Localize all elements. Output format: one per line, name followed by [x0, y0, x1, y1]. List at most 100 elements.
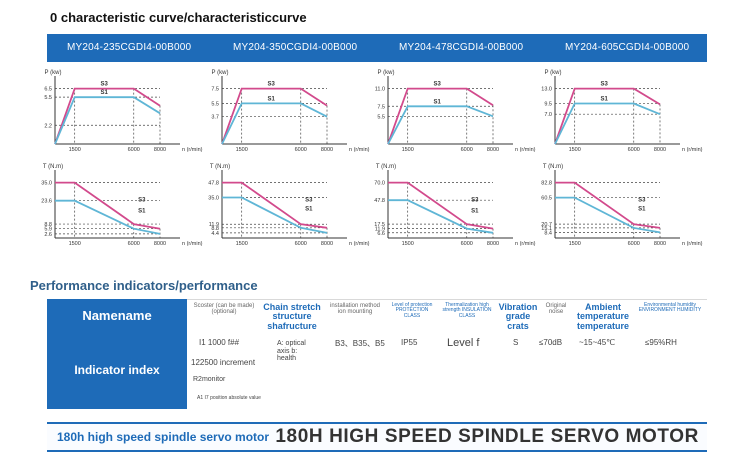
x-tick-label: 8000 — [487, 241, 499, 247]
x-tick-label: 1500 — [236, 147, 248, 153]
series-line-s3 — [54, 87, 161, 145]
x-axis-label: n (r/min) — [682, 241, 703, 247]
x-tick-label: 6000 — [128, 147, 140, 153]
y-tick-label: 9.5 — [544, 102, 552, 108]
x-tick-label: 6000 — [295, 241, 307, 247]
indicator-value: R2monitor — [193, 376, 226, 383]
series-label: S1 — [434, 99, 442, 105]
y-tick-label: 7.5 — [377, 104, 385, 110]
series-line-s1 — [55, 199, 161, 235]
col-header: Vibration grade crats — [498, 302, 538, 331]
y-tick-label: 5.5 — [44, 95, 52, 101]
series-line-s3 — [387, 87, 494, 145]
series-label: S1 — [638, 207, 646, 213]
x-axis-label: n (r/min) — [182, 147, 203, 153]
series-label: S1 — [601, 97, 609, 103]
y-axis-label: P (kw) — [212, 70, 229, 76]
performance-section-title: Performance indicators/performance — [30, 278, 258, 293]
series-label: S3 — [601, 82, 609, 88]
indicator-value: IP55 — [401, 338, 418, 347]
y-axis-label: T (N.m) — [43, 164, 63, 170]
x-axis-label: n (r/min) — [515, 147, 536, 153]
indicator-row-header: Indicator index — [47, 331, 187, 409]
series-line-s1 — [388, 199, 494, 234]
y-tick-label: 8.8 — [44, 222, 52, 228]
y-axis-label: P (kw) — [378, 70, 395, 76]
y-tick-label: 3.7 — [211, 115, 219, 121]
x-tick-label: 8000 — [154, 241, 166, 247]
y-tick-label: 35.0 — [41, 181, 52, 187]
x-tick-label: 8000 — [321, 241, 333, 247]
y-tick-label: 17.5 — [374, 222, 385, 228]
y-tick-label: 70.0 — [374, 181, 385, 187]
y-tick-label: 8.8 — [211, 226, 219, 232]
footer-banner: 180h high speed spindle servo motor 180H… — [47, 422, 707, 452]
model-label: MY204-350CGDI4-00B000 — [233, 42, 358, 53]
series-label: S3 — [434, 82, 442, 88]
series-line-s3 — [554, 87, 661, 145]
model-label: MY204-235CGDI4-00B000 — [67, 42, 192, 53]
x-tick-label: 6000 — [628, 147, 640, 153]
x-axis-label: n (r/min) — [682, 147, 703, 153]
x-tick-label: 8000 — [487, 147, 499, 153]
characteristic-charts: P (kw) n (r/min) 1500 6000 8000 6.5 5.5 2.2 S3 S1… — [41, 70, 703, 247]
series-line-s1 — [555, 196, 661, 234]
y-tick-label: 11.0 — [375, 87, 385, 93]
curve-section-title: 0 characteristic curve/characteristiccur… — [50, 10, 307, 25]
series-line-s3 — [555, 181, 661, 229]
x-tick-label: 6000 — [461, 147, 473, 153]
series-line-s1 — [554, 102, 661, 145]
x-axis-label: n (r/min) — [349, 147, 370, 153]
y-tick-label: 5.5 — [211, 101, 219, 107]
y-tick-label: 35.0 — [208, 195, 219, 201]
y-tick-label: 20.7 — [541, 222, 552, 228]
series-line-s3 — [388, 181, 494, 230]
y-tick-label: 4.4 — [211, 231, 219, 237]
x-tick-label: 8000 — [654, 241, 666, 247]
series-line-s3 — [222, 181, 328, 229]
x-tick-label: 1500 — [402, 241, 414, 247]
x-tick-label: 8000 — [321, 147, 333, 153]
series-label: S1 — [101, 90, 109, 96]
x-tick-label: 6000 — [295, 147, 307, 153]
x-tick-label: 1500 — [569, 147, 581, 153]
y-tick-label: 7.0 — [544, 112, 552, 118]
y-axis-label: P (kw) — [545, 70, 562, 76]
x-tick-label: 6000 — [128, 241, 140, 247]
indicator-table: Scoster (can be made) (optional) Chain s… — [187, 299, 707, 409]
footer-product-headline: 180H HIGH SPEED SPINDLE SERVO MOTOR — [275, 426, 699, 447]
col-header: Level of protection PROTECTION CLASS — [391, 302, 433, 319]
y-tick-label: 5.9 — [44, 227, 52, 233]
indicator-value: A: optical axis b: health — [277, 340, 306, 363]
series-label: S1 — [471, 208, 479, 214]
series-line-s1 — [221, 102, 328, 145]
y-axis-label: T (N.m) — [210, 164, 230, 170]
y-tick-label: 47.8 — [374, 198, 385, 204]
y-tick-label: 2.2 — [44, 123, 52, 129]
y-tick-label: 2.6 — [44, 232, 52, 238]
series-line-s1 — [387, 105, 494, 145]
series-label: S3 — [138, 197, 146, 203]
col-header: Scoster (can be made) (optional) — [193, 303, 255, 316]
col-header: installation method ion mounting — [329, 303, 381, 316]
y-tick-label: 11.9 — [375, 227, 385, 233]
series-label: S3 — [638, 197, 646, 203]
y-tick-label: 13.0 — [541, 87, 552, 93]
indicator-value: 122500 increment — [191, 358, 256, 367]
footer-product-name: 180h high speed spindle servo motor — [57, 430, 270, 444]
series-label: S3 — [305, 197, 313, 203]
y-tick-label: 15.1 — [541, 226, 552, 232]
series-line-s3 — [221, 87, 328, 145]
y-tick-label: 47.8 — [208, 181, 219, 187]
x-axis-label: n (r/min) — [349, 241, 370, 247]
y-tick-label: 6.5 — [44, 87, 52, 93]
x-tick-label: 1500 — [402, 147, 414, 153]
series-label: S3 — [471, 197, 479, 203]
indicator-value: B3、B35、B5 — [335, 339, 385, 348]
y-tick-label: 82.8 — [541, 181, 552, 187]
series-line-s1 — [222, 196, 328, 234]
model-header-bar: MY204-235CGDI4-00B000 MY204-350CGDI4-00B… — [47, 34, 707, 62]
series-label: S3 — [101, 82, 109, 88]
x-tick-label: 1500 — [69, 147, 81, 153]
indicator-value: Level f — [447, 337, 480, 349]
